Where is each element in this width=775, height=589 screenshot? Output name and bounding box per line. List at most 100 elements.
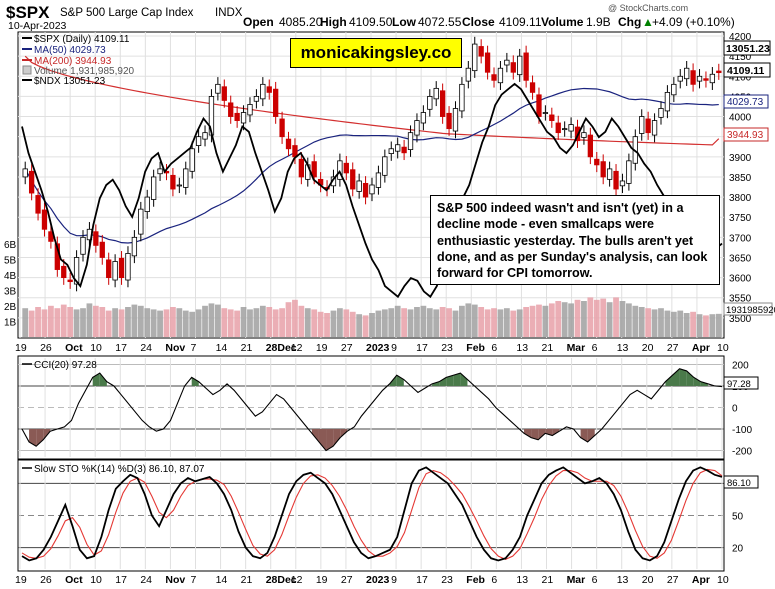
- volume-bar: [195, 309, 202, 337]
- candle-body: [639, 116, 645, 134]
- x-tick-label: Nov: [165, 342, 185, 354]
- volume-bar: [349, 311, 356, 337]
- cci-overbought-fill: [99, 373, 107, 386]
- candle-body: [401, 146, 407, 154]
- candle-body: [266, 86, 272, 93]
- legend-item-ma50: MA(50) 4029.73: [22, 45, 106, 56]
- x-tick-label: 13: [617, 574, 629, 586]
- cci-tick-label: 200: [732, 360, 749, 371]
- candle-body: [542, 112, 549, 114]
- exchange-label: INDX: [215, 7, 243, 19]
- volume-tick-label: 5B: [4, 256, 17, 267]
- candle-body: [67, 279, 73, 283]
- candle-body: [337, 160, 343, 180]
- cci-last-label: 97.28: [727, 379, 751, 390]
- cci-overbought-fill: [453, 373, 461, 386]
- volume-bar: [317, 311, 324, 337]
- cci-oversold-fill: [538, 429, 546, 440]
- volume-bar: [92, 305, 99, 337]
- volume-bar: [433, 309, 440, 337]
- legend-label: Volume 1,931,985,920: [34, 66, 135, 77]
- volume-bar: [170, 307, 176, 337]
- x-tick-label: 17: [115, 574, 127, 586]
- volume-tick-label: 6B: [4, 240, 17, 251]
- low-label: Low: [392, 15, 417, 29]
- candle-body: [484, 52, 491, 73]
- sto-tick-label: 20: [732, 544, 744, 555]
- candle-body: [151, 176, 157, 200]
- volume-bar: [125, 307, 131, 337]
- ndx-last-label: 13051.23: [726, 43, 770, 55]
- volume-bar: [86, 303, 93, 337]
- x-tick-label: 6: [592, 574, 598, 586]
- x-tick-label: 6: [491, 342, 497, 354]
- x-tick-label: Apr: [692, 342, 710, 354]
- candle-body: [73, 257, 80, 285]
- price-last-tag: 4109.11: [723, 62, 771, 78]
- x-tick-label: 13: [516, 342, 528, 354]
- candle-body: [35, 195, 41, 214]
- cci-oversold-fill: [29, 429, 37, 447]
- volume-tick-label: 3B: [4, 287, 17, 298]
- volume-bar: [292, 299, 298, 337]
- volume-bar: [690, 311, 696, 337]
- candle-body: [684, 67, 690, 80]
- candle-body: [472, 43, 478, 72]
- volume-bar: [240, 307, 247, 337]
- x-tick-label: 24: [140, 574, 152, 586]
- x-tick-label: Mar: [567, 574, 586, 586]
- x-tick-label: 6: [491, 574, 497, 586]
- price-tick-label: 4150: [729, 52, 752, 63]
- x-tick-label: 9: [391, 342, 397, 354]
- candle-body: [446, 112, 452, 130]
- candle-body: [452, 108, 459, 132]
- volume-bar: [651, 309, 658, 337]
- volume-bar: [105, 310, 112, 337]
- x-tick-label: 13: [617, 342, 629, 354]
- x-tick-label: 17: [416, 574, 428, 586]
- volume-bar: [221, 308, 228, 337]
- candle-body: [478, 46, 484, 57]
- volume-bar: [369, 313, 375, 337]
- candle-body: [606, 168, 613, 180]
- volume-tick-label: 4B: [4, 271, 17, 282]
- ndx-last-tag: 13051.23: [723, 40, 771, 56]
- candle-body: [664, 91, 671, 112]
- candle-body: [311, 161, 317, 178]
- chart-date: 10-Apr-2023: [8, 20, 67, 32]
- candle-body: [427, 96, 433, 110]
- x-tick-label: 12: [291, 342, 303, 354]
- volume-bar: [35, 307, 41, 337]
- volume-bar: [247, 309, 253, 337]
- volume-bar: [22, 308, 29, 337]
- cci-oversold-fill: [333, 429, 341, 447]
- cci-oversold-fill: [524, 429, 532, 438]
- volume-bar: [176, 308, 183, 337]
- ma50-value-label: 4029.73: [727, 97, 764, 108]
- volume-bar: [581, 301, 587, 337]
- volume-bar: [324, 313, 330, 337]
- cci-overbought-fill: [439, 377, 447, 386]
- cci-oversold-fill: [545, 429, 553, 436]
- volume-bar: [536, 304, 542, 337]
- candle-body: [619, 180, 626, 187]
- sto-last-label: 86.10: [727, 478, 751, 489]
- candle-body: [118, 257, 125, 279]
- volume-bar: [401, 308, 407, 337]
- volume-bar: [311, 309, 318, 337]
- candle-body: [202, 132, 208, 140]
- volume-last-label: 1931985920: [726, 305, 775, 316]
- volume-bar: [234, 310, 241, 337]
- candle-body: [414, 120, 420, 136]
- candle-body: [690, 70, 696, 85]
- volume-bar: [266, 307, 273, 337]
- volume-bar: [715, 313, 722, 337]
- candle-body: [709, 73, 716, 84]
- cci-overbought-fill: [693, 377, 701, 386]
- price-tick-label: 3550: [729, 294, 752, 305]
- candle-body: [651, 120, 658, 136]
- volume-bar: [394, 305, 401, 337]
- close-label: Close: [462, 15, 495, 29]
- ohlc-readout: Open 4085.20 High 4109.50 Low 4072.55 Cl…: [243, 15, 735, 29]
